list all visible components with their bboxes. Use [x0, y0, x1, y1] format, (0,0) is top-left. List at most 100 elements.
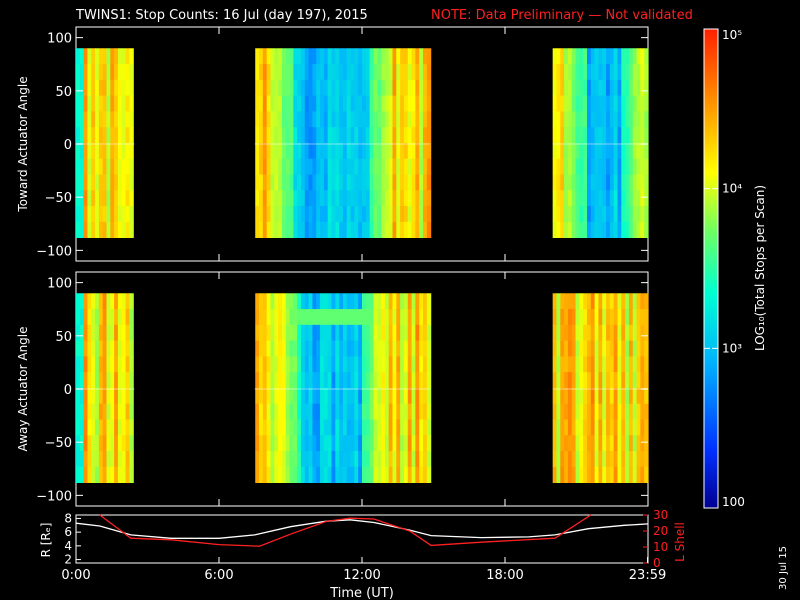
heatmap-cell [377, 356, 382, 373]
heatmap-cell [564, 95, 569, 112]
heatmap-cell [564, 419, 569, 436]
heatmap-cell [369, 340, 375, 357]
heatmap-cell [552, 340, 558, 357]
heatmap-cell [79, 190, 85, 207]
heatmap-cell [636, 79, 641, 97]
heatmap-cell [354, 221, 359, 238]
heatmap-cell [274, 174, 279, 191]
heatmap-cell [331, 127, 336, 144]
heatmap-cell [373, 221, 378, 238]
preliminary-note: NOTE: Data Preliminary — Not validated [431, 8, 693, 23]
heatmap-cell [381, 466, 386, 483]
heatmap-cell [579, 95, 584, 112]
heatmap-cell [262, 48, 268, 65]
heatmap-cell [323, 190, 329, 207]
heatmap-cell [354, 324, 359, 342]
heatmap-cell [552, 324, 558, 342]
heatmap-cell [285, 419, 291, 436]
heatmap-cell [411, 387, 416, 405]
heatmap-cell [586, 174, 592, 191]
heatmap-cell [365, 324, 371, 342]
heatmap-cell [411, 221, 416, 238]
heatmap-cell [640, 435, 645, 452]
heatmap-cell [365, 387, 371, 405]
heatmap-cell [423, 79, 428, 97]
heatmap-cell [320, 127, 325, 144]
heatmap-cell [579, 356, 584, 373]
heatmap-cell [594, 309, 600, 326]
heatmap-cell [640, 324, 645, 342]
heatmap-cell [129, 387, 134, 405]
heatmap-cell [342, 95, 348, 112]
heatmap-cell [300, 127, 306, 144]
heatmap-cell [114, 111, 119, 128]
heatmap-cell [365, 206, 371, 223]
heatmap-cell [335, 451, 340, 468]
heatmap-cell [285, 158, 291, 175]
heatmap-cell [327, 466, 333, 483]
heatmap-cell [411, 435, 416, 452]
heatmap-cell [95, 372, 100, 389]
heatmap-cell [598, 356, 603, 373]
heatmap-cell [297, 466, 302, 483]
heatmap-cell [411, 324, 416, 342]
heatmap-cell [281, 190, 287, 207]
heatmap-cell [362, 79, 367, 97]
heatmap-cell [426, 127, 432, 144]
heatmap-cell [335, 372, 340, 389]
heatmap-cell [117, 340, 123, 357]
heatmap-cell [121, 127, 127, 144]
heatmap-cell [579, 387, 584, 405]
heatmap-cell [121, 466, 127, 483]
heatmap-cell [415, 48, 420, 65]
heatmap-cell [403, 340, 409, 357]
heatmap-cell [285, 111, 291, 128]
heatmap-cell [262, 340, 268, 357]
heatmap-cell [125, 309, 130, 326]
heatmap-cell [644, 435, 649, 452]
heatmap-cell [575, 451, 580, 468]
heatmap-cell [415, 466, 420, 483]
heatmap-cell [567, 451, 573, 468]
heatmap-cell [396, 127, 401, 144]
heatmap-cell [354, 190, 359, 207]
heatmap-cell [281, 293, 287, 310]
heatmap-cell [289, 221, 294, 238]
heatmap-cell [262, 111, 268, 128]
heatmap-cell [426, 340, 432, 357]
heatmap-cell [335, 48, 340, 65]
heatmap-cell [373, 451, 378, 468]
heatmap-cell [426, 79, 432, 97]
heatmap-cell [411, 95, 416, 112]
heatmap-cell [304, 435, 310, 452]
heatmap-cell [617, 158, 622, 175]
heatmap-cell [266, 340, 272, 357]
heatmap-cell [278, 142, 283, 160]
heatmap-cell [564, 142, 569, 160]
heatmap-cell [110, 127, 115, 144]
heatmap-cell [320, 466, 325, 483]
heatmap-cell [396, 435, 401, 452]
heatmap-cell [106, 174, 111, 191]
heatmap-cell [621, 221, 626, 238]
heatmap-cell [369, 127, 375, 144]
heatmap-cell [423, 190, 428, 207]
heatmap-cell [579, 403, 584, 420]
x-tick-label: 18:00 [486, 568, 523, 583]
heatmap-cell [606, 64, 611, 81]
heatmap-cell [278, 64, 283, 81]
heatmap-cell [583, 111, 588, 128]
heatmap-cell [602, 340, 607, 357]
heatmap-cell [613, 111, 619, 128]
heatmap-cell [281, 64, 287, 81]
heatmap-cell [575, 221, 580, 238]
heatmap-cell [384, 466, 390, 483]
heatmap-cell [400, 79, 405, 97]
heatmap-cell [358, 356, 363, 373]
heatmap-cell [358, 142, 363, 160]
heatmap-cell [304, 293, 310, 310]
heatmap-cell [110, 190, 115, 207]
heatmap-cell [327, 158, 333, 175]
heatmap-cell [628, 190, 634, 207]
heatmap-cell [602, 64, 607, 81]
